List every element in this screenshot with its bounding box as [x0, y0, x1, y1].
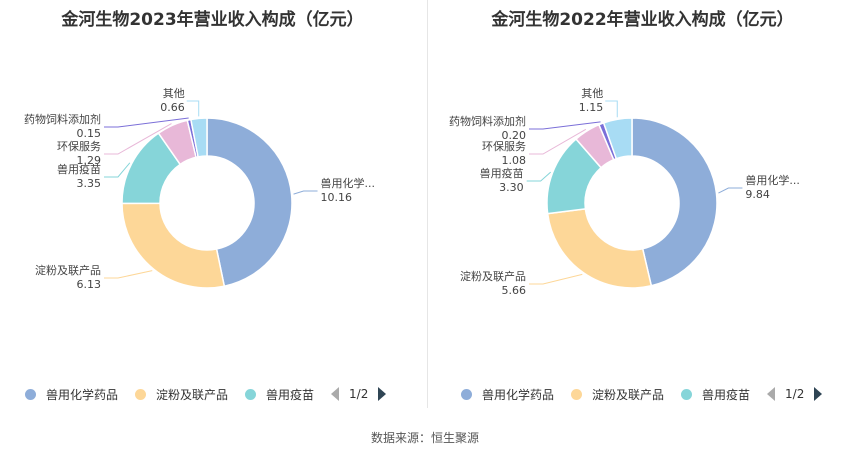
slice-value-3: 1.29 — [77, 154, 102, 167]
legend-item[interactable]: 兽用疫苗 — [245, 386, 314, 403]
slice-value-2: 3.35 — [77, 177, 102, 190]
legend-dot — [681, 388, 693, 400]
chart-divider — [427, 0, 428, 408]
donut-slice-5[interactable] — [190, 117, 208, 158]
leader-line-4 — [529, 121, 601, 130]
slice-label-2: 兽用疫苗 — [480, 166, 524, 180]
slice-label-0: 兽用化学... — [321, 176, 376, 190]
legend-label: 兽用疫苗 — [266, 387, 315, 402]
donut-slice-1[interactable] — [546, 208, 653, 289]
slice-value-0: 10.16 — [321, 191, 353, 204]
leader-line-2 — [526, 171, 552, 182]
legend-label: 兽用化学药品 — [46, 387, 119, 402]
donut-slice-1[interactable] — [121, 202, 226, 289]
legend-label: 淀粉及联产品 — [156, 387, 229, 402]
legend-dot — [245, 388, 257, 400]
slice-label-2: 兽用疫苗 — [57, 162, 101, 176]
leader-line-4 — [104, 117, 189, 128]
legend-label: 兽用疫苗 — [702, 387, 751, 402]
slice-value-2: 3.30 — [499, 181, 524, 194]
slice-label-3: 环保服务 — [482, 139, 526, 153]
leader-line-5 — [186, 100, 200, 117]
legend-item[interactable]: 淀粉及联产品 — [135, 386, 228, 403]
slice-value-4: 0.15 — [77, 127, 102, 140]
donut-slice-5[interactable] — [602, 117, 633, 160]
legend-item[interactable]: 兽用化学药品 — [25, 386, 118, 403]
leader-line-0 — [293, 190, 318, 195]
slice-value-4: 0.20 — [502, 129, 527, 142]
leader-line-1 — [104, 270, 153, 279]
slice-value-1: 6.13 — [77, 278, 102, 291]
slice-label-5: 其他 — [163, 87, 185, 100]
legend-dot — [571, 388, 583, 400]
legend-page-indicator: 1/2 — [785, 387, 805, 401]
legend-prev-arrow-icon[interactable] — [331, 387, 340, 401]
legend-2023: 兽用化学药品 淀粉及联产品 兽用疫苗 1/2 — [25, 384, 387, 404]
legend-label: 淀粉及联产品 — [592, 387, 665, 402]
data-source-note: 数据来源：恒生聚源 — [370, 431, 479, 445]
leader-line-0 — [718, 187, 743, 194]
leader-line-3 — [529, 128, 587, 155]
slice-value-0: 9.84 — [745, 188, 770, 201]
slice-label-0: 兽用化学... — [745, 173, 800, 187]
donut-slice-0[interactable] — [631, 117, 718, 287]
slice-label-4: 药物饲料添加剂 — [449, 114, 526, 128]
slice-label-1: 淀粉及联产品 — [35, 263, 101, 277]
legend-next-arrow-icon[interactable] — [378, 387, 387, 401]
slice-value-1: 5.66 — [502, 284, 527, 297]
leader-line-2 — [104, 162, 131, 178]
slice-label-4: 药物饲料添加剂 — [24, 112, 101, 126]
legend-dot — [25, 388, 36, 400]
slice-value-5: 1.15 — [579, 101, 604, 114]
chart-title-2023: 金河生物2023年营业收入构成（亿元） — [61, 10, 364, 30]
legend-page-indicator: 1/2 — [349, 387, 369, 401]
legend-next-arrow-icon[interactable] — [814, 387, 823, 401]
leader-line-1 — [529, 273, 583, 285]
legend-prev-arrow-icon[interactable] — [767, 387, 776, 401]
slice-value-3: 1.08 — [502, 154, 527, 167]
legend-item[interactable]: 兽用化学药品 — [461, 386, 554, 403]
slice-label-3: 环保服务 — [57, 139, 101, 153]
legend-label: 兽用化学药品 — [482, 387, 555, 402]
chart-title-2022: 金河生物2022年营业收入构成（亿元） — [491, 10, 794, 30]
legend-dot — [135, 388, 147, 400]
legend-pager: 1/2 — [767, 387, 823, 401]
slice-label-5: 其他 — [581, 87, 603, 100]
donut-slice-0[interactable] — [206, 117, 293, 288]
legend-pager: 1/2 — [331, 387, 387, 401]
legend-item[interactable]: 兽用疫苗 — [681, 386, 750, 403]
legend-2022: 兽用化学药品 淀粉及联产品 兽用疫苗 1/2 — [461, 384, 823, 404]
leader-line-5 — [605, 100, 618, 118]
legend-dot — [461, 388, 472, 400]
legend-item[interactable]: 淀粉及联产品 — [571, 386, 664, 403]
slice-label-1: 淀粉及联产品 — [460, 269, 526, 283]
leader-line-3 — [104, 123, 172, 155]
slice-value-5: 0.66 — [160, 101, 185, 114]
